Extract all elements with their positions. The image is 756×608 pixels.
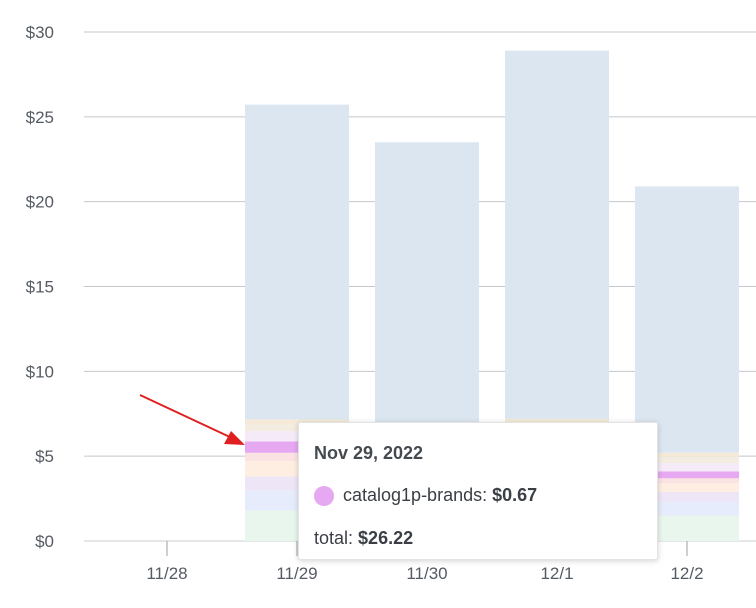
tooltip-series-value: $0.67 (492, 485, 538, 505)
annotation-arrow (139, 394, 245, 445)
tooltip-series-swatch (314, 485, 334, 506)
bar-segment[interactable] (635, 471, 739, 479)
y-tick-label: $5 (35, 447, 54, 466)
x-tick-label: 11/29 (276, 564, 317, 583)
y-tick-label: $30 (26, 23, 54, 42)
y-tick-label: $15 (26, 278, 54, 297)
x-tick-label: 11/28 (146, 564, 187, 583)
y-tick-label: $0 (35, 532, 54, 551)
bar-segment[interactable] (245, 419, 349, 425)
arrow-shaft (139, 394, 233, 439)
bar-segment[interactable] (635, 462, 739, 472)
bar-segment[interactable] (635, 483, 739, 492)
y-tick-label: $10 (26, 362, 54, 381)
tooltip-date: Nov 29, 2022 (314, 443, 424, 463)
bar-segment[interactable] (245, 441, 349, 453)
bar-segment[interactable] (245, 424, 349, 432)
y-tick-label: $25 (26, 108, 54, 127)
y-tick-label: $20 (26, 193, 54, 212)
bar-segment[interactable] (245, 431, 349, 442)
bar-segment[interactable] (635, 478, 739, 484)
bar-segment[interactable] (245, 452, 349, 462)
tooltip-total: total: $26.22 (314, 528, 413, 549)
bar-segment[interactable] (505, 50, 609, 419)
bar-segment[interactable] (635, 186, 739, 453)
x-tick-label: 11/30 (406, 564, 447, 583)
y-axis-tick-labels: $0 $5 $10 $15 $20 $25 $30 (26, 23, 54, 551)
tooltip-total-label: total: (314, 528, 354, 548)
x-axis: 11/28 11/29 11/30 12/1 12/2 (146, 541, 704, 583)
bar-segment[interactable] (635, 491, 739, 502)
tooltip-total-value: $26.22 (358, 528, 414, 548)
x-tick-label: 12/2 (670, 564, 703, 583)
tooltip-series-row: catalog1p-brands: $0.67 (314, 485, 537, 506)
x-tick-label: 12/1 (540, 564, 573, 583)
bar-segment[interactable] (635, 456, 739, 463)
arrow-head (224, 431, 245, 445)
bar-segment[interactable] (635, 452, 739, 457)
bar-segment[interactable] (505, 418, 609, 424)
bar-segment[interactable] (635, 501, 739, 516)
bar-segment[interactable] (245, 104, 349, 420)
bar-segment[interactable] (375, 142, 479, 431)
chart-tooltip: Nov 29, 2022 catalog1p-brands: $0.67 tot… (298, 422, 658, 560)
tooltip-series-name: catalog1p-brands: (343, 485, 488, 505)
